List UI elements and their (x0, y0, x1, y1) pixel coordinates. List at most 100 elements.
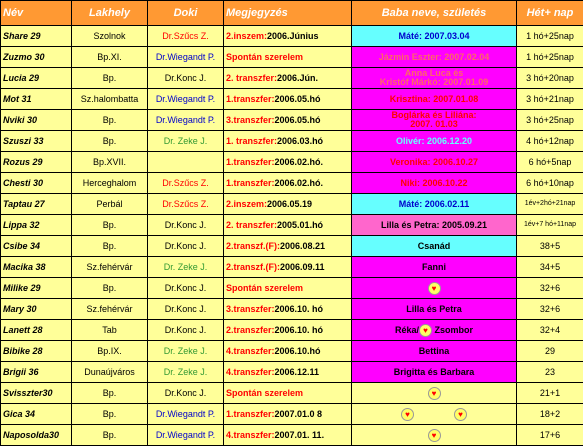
cell-baby: Fanni (352, 257, 517, 278)
cell-place: Perbál (72, 194, 148, 215)
note-lead: 2.inszem: (226, 31, 267, 41)
cell-name: Csibe 34 (1, 236, 72, 257)
cell-doctor: Dr.Szűcs Z. (148, 26, 224, 47)
note-lead: 4.transzfer: (226, 367, 275, 377)
cell-note: 2.transzf.(F):2006.08.21 (224, 236, 352, 257)
note-lead: Spontán szerelem (226, 52, 303, 62)
col-header-megjegyzes: Megjegyzés (224, 1, 352, 26)
cell-place: Bp. (72, 68, 148, 89)
note-lead: 1.transzfer: (226, 178, 275, 188)
cell-note: 2. transzfer:2005.01.hó (224, 215, 352, 236)
heart-icon: ♥ (428, 387, 441, 400)
col-header-het: Hét+ nap (517, 1, 583, 26)
baby-name: Krisztina: 2007.01.08 (390, 94, 479, 104)
heart-icon: ♥ (428, 282, 441, 295)
note-lead: 2.inszem: (226, 199, 267, 209)
cell-name: Brigii 36 (1, 362, 72, 383)
cell-place: Bp.XVII. (72, 152, 148, 173)
cell-baby: Bettina (352, 341, 517, 362)
cell-note: 3.transzfer:2006.05.hó (224, 110, 352, 131)
cell-place: Herceghalom (72, 173, 148, 194)
cell-name: Nviki 30 (1, 110, 72, 131)
cell-doctor: Dr. Zeke J. (148, 131, 224, 152)
note-lead: 4.transzfer: (226, 346, 275, 356)
cell-place: Dunaújváros (72, 362, 148, 383)
baby-name: Niki: 2006.10.22 (400, 178, 467, 188)
cell-weeks: 6 hó+10nap (517, 173, 583, 194)
cell-weeks: 32+6 (517, 278, 583, 299)
cell-name: Chesti 30 (1, 173, 72, 194)
baby-date: 2007. 01.03 (410, 119, 458, 129)
note-date: 2006.05.hó (275, 115, 321, 125)
cell-doctor: Dr.Szűcs Z. (148, 194, 224, 215)
cell-weeks: 32+6 (517, 299, 583, 320)
cell-name: Mot 31 (1, 89, 72, 110)
cell-doctor: Dr.Konc J. (148, 68, 224, 89)
baby-name: Réka/ (395, 324, 419, 334)
cell-baby: Máté: 2006.02.11 (352, 194, 517, 215)
cell-doctor: Dr.Konc J. (148, 278, 224, 299)
baby-name-second: Zsombor (432, 324, 473, 334)
cell-place: Bp. (72, 278, 148, 299)
cell-weeks: 32+4 (517, 320, 583, 341)
cell-name: Naposolda30 (1, 425, 72, 446)
baby-name: Bettina (419, 346, 450, 356)
cell-name: Lucia 29 (1, 68, 72, 89)
cell-doctor: Dr.Wiegandt P. (148, 404, 224, 425)
cell-baby: Boglárka és Liliána:2007. 01.03 (352, 110, 517, 131)
note-lead: 1.transzfer: (226, 157, 275, 167)
cell-baby: Csanád (352, 236, 517, 257)
cell-weeks: 1év+2hó+21nap (517, 194, 583, 215)
note-lead: Spontán szerelem (226, 388, 303, 398)
cell-name: Share 29 (1, 26, 72, 47)
cell-baby: Jázmin Eszter: 2007.02.04 (352, 47, 517, 68)
note-lead: Spontán szerelem (226, 283, 303, 293)
cell-note: 3.transzfer:2006.10. hó (224, 299, 352, 320)
cell-weeks: 23 (517, 362, 583, 383)
note-date: 2007.01.0 8 (275, 409, 323, 419)
note-date: 2006.10. hó (275, 304, 324, 314)
baby-name: Veronika: 2006.10.27 (390, 157, 478, 167)
cell-baby: Máté: 2007.03.04 (352, 26, 517, 47)
note-lead: 4.transzfer: (226, 430, 275, 440)
note-lead: 3.transzfer: (226, 304, 275, 314)
cell-name: Mary 30 (1, 299, 72, 320)
cell-doctor: Dr.Konc J. (148, 383, 224, 404)
cell-doctor: Dr.Wiegandt P. (148, 425, 224, 446)
cell-place: Sz.halombatta (72, 89, 148, 110)
cell-doctor: Dr.Konc J. (148, 299, 224, 320)
cell-place: Bp.XI. (72, 47, 148, 68)
note-lead: 1. transzfer: (226, 136, 277, 146)
cell-baby: Lilla és Petra: 2005.09.21 (352, 215, 517, 236)
table-header-row: Név Lakhely Doki Megjegyzés Baba neve, s… (1, 1, 583, 26)
cell-name: Rozus 29 (1, 152, 72, 173)
cell-note: 2.transzf.(F):2006.09.11 (224, 257, 352, 278)
note-lead: 1.transzfer: (226, 94, 275, 104)
note-date: 2006.08.21 (280, 241, 325, 251)
heart-icon: ♥ (428, 429, 441, 442)
cell-note: 4.transzfer:2007.01. 11. (224, 425, 352, 446)
cell-doctor: Dr.Wiegandt P. (148, 47, 224, 68)
cell-place: Tab (72, 320, 148, 341)
heart-icon: ♥ (454, 408, 467, 421)
note-date: 2006.05.hó (275, 94, 321, 104)
cell-name: Svisszter30 (1, 383, 72, 404)
note-date: 2006.Június (267, 31, 319, 41)
note-lead: 3.transzfer: (226, 115, 275, 125)
baby-date: Kristóf Márkó: 2007.01.09 (380, 77, 489, 87)
baby-name: Csanád (418, 241, 451, 251)
cell-baby: Brigitta és Barbara (352, 362, 517, 383)
cell-weeks: 21+1 (517, 383, 583, 404)
baby-name: Olivér: 2006.12.20 (396, 136, 472, 146)
note-lead: 2.transzf.(F): (226, 241, 280, 251)
